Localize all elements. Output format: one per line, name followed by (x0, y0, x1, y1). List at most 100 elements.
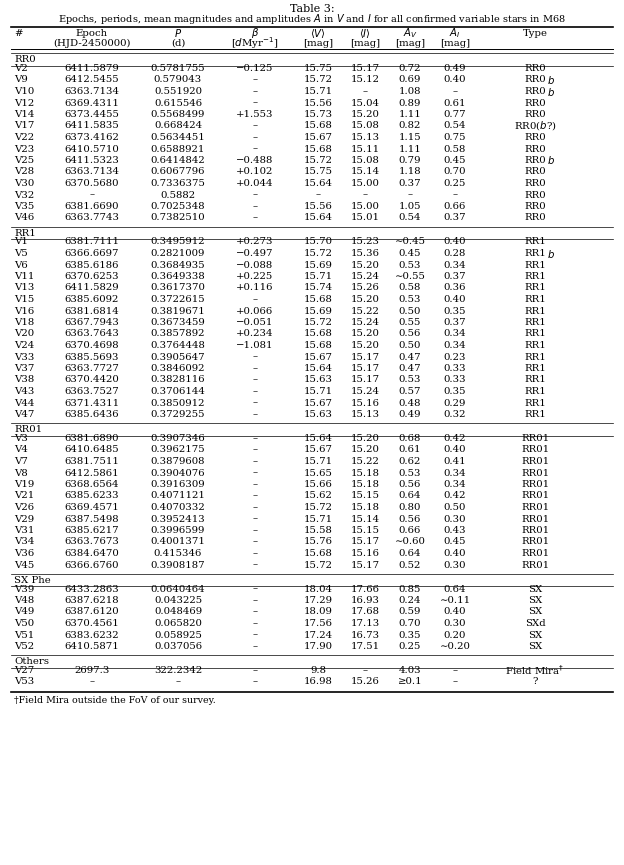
Text: 0.3706144: 0.3706144 (150, 387, 205, 396)
Text: 15.00: 15.00 (351, 202, 379, 211)
Text: −0.497: −0.497 (236, 249, 274, 258)
Text: 0.0640464: 0.0640464 (150, 585, 205, 593)
Text: 15.20: 15.20 (351, 445, 379, 454)
Text: V53: V53 (14, 677, 34, 687)
Text: RR01: RR01 (521, 457, 549, 466)
Text: 0.3722615: 0.3722615 (150, 295, 205, 304)
Text: SX Phe: SX Phe (14, 576, 51, 585)
Text: 0.058925: 0.058925 (154, 631, 202, 639)
Text: –: – (253, 121, 258, 131)
Text: V26: V26 (14, 503, 34, 512)
Text: –: – (253, 491, 258, 501)
Text: 0.53: 0.53 (399, 295, 421, 304)
Text: 17.56: 17.56 (303, 619, 333, 628)
Text: V1: V1 (14, 238, 28, 247)
Text: 0.5882: 0.5882 (160, 190, 195, 200)
Text: –: – (253, 144, 258, 153)
Text: –: – (253, 666, 258, 675)
Text: 18.09: 18.09 (303, 607, 333, 617)
Text: +1.553: +1.553 (236, 110, 274, 119)
Text: 2697.3: 2697.3 (74, 666, 110, 675)
Text: 0.54: 0.54 (444, 121, 466, 131)
Text: –: – (253, 596, 258, 605)
Text: 0.3857892: 0.3857892 (151, 330, 205, 338)
Text: 0.42: 0.42 (444, 491, 466, 501)
Text: 0.3952413: 0.3952413 (150, 515, 205, 523)
Text: RR1: RR1 (524, 330, 546, 338)
Text: V38: V38 (14, 375, 34, 385)
Text: 6363.7743: 6363.7743 (64, 214, 120, 222)
Text: RR0: RR0 (524, 190, 546, 200)
Text: 15.66: 15.66 (303, 480, 333, 489)
Text: 15.24: 15.24 (351, 318, 379, 327)
Text: 0.55: 0.55 (399, 318, 421, 327)
Text: RR0: RR0 (524, 87, 546, 96)
Text: 0.6588921: 0.6588921 (151, 144, 205, 153)
Text: 0.40: 0.40 (444, 445, 466, 454)
Text: 0.68: 0.68 (399, 434, 421, 443)
Text: 6367.7943: 6367.7943 (64, 318, 119, 327)
Text: V35: V35 (14, 202, 34, 211)
Text: [mag]: [mag] (395, 39, 425, 48)
Text: 0.37: 0.37 (444, 214, 466, 222)
Text: 0.59: 0.59 (399, 607, 421, 617)
Text: RR1: RR1 (524, 410, 546, 419)
Text: 15.24: 15.24 (351, 272, 379, 281)
Text: 0.35: 0.35 (444, 306, 466, 316)
Text: 0.3729255: 0.3729255 (151, 410, 205, 419)
Text: ∼0.20: ∼0.20 (439, 642, 470, 651)
Text: 0.56: 0.56 (399, 515, 421, 523)
Text: ∼0.60: ∼0.60 (394, 537, 426, 547)
Text: 0.64: 0.64 (444, 585, 466, 593)
Text: 0.56: 0.56 (399, 480, 421, 489)
Text: RR1: RR1 (524, 272, 546, 281)
Text: V31: V31 (14, 526, 34, 535)
Text: 15.64: 15.64 (303, 214, 333, 222)
Text: $P$: $P$ (174, 27, 182, 39)
Text: 0.3879608: 0.3879608 (151, 457, 205, 466)
Text: V9: V9 (14, 75, 27, 85)
Text: 0.64: 0.64 (399, 549, 421, 558)
Text: 0.66: 0.66 (444, 202, 466, 211)
Text: –: – (253, 515, 258, 523)
Text: V2: V2 (14, 64, 27, 73)
Text: RR01: RR01 (521, 503, 549, 512)
Text: 6363.7134: 6363.7134 (64, 87, 120, 96)
Text: 0.70: 0.70 (399, 619, 421, 628)
Text: 0.25: 0.25 (399, 642, 421, 651)
Text: 0.43: 0.43 (444, 526, 466, 535)
Text: 6363.7727: 6363.7727 (64, 364, 119, 373)
Text: 0.7025348: 0.7025348 (150, 202, 205, 211)
Text: [$d$Myr$^{-1}$]: [$d$Myr$^{-1}$] (232, 35, 279, 51)
Text: –: – (253, 480, 258, 489)
Text: 0.49: 0.49 (444, 64, 466, 73)
Text: –: – (253, 190, 258, 200)
Text: 0.30: 0.30 (444, 515, 466, 523)
Text: SX: SX (528, 631, 542, 639)
Text: V10: V10 (14, 87, 34, 96)
Text: 0.58: 0.58 (399, 284, 421, 292)
Text: 15.17: 15.17 (351, 64, 379, 73)
Text: RR01: RR01 (521, 561, 549, 569)
Text: 1.11: 1.11 (399, 144, 421, 153)
Text: V15: V15 (14, 295, 34, 304)
Text: V39: V39 (14, 585, 34, 593)
Text: RR0: RR0 (524, 214, 546, 222)
Text: 15.00: 15.00 (351, 179, 379, 188)
Text: V17: V17 (14, 121, 34, 131)
Text: +0.273: +0.273 (236, 238, 274, 247)
Text: 6381.7511: 6381.7511 (64, 457, 119, 466)
Text: 0.54: 0.54 (399, 214, 421, 222)
Text: 15.69: 15.69 (303, 306, 333, 316)
Text: RR1: RR1 (524, 260, 546, 270)
Text: 0.3904076: 0.3904076 (150, 469, 205, 477)
Text: 0.32: 0.32 (444, 410, 466, 419)
Text: –: – (253, 642, 258, 651)
Text: 0.33: 0.33 (444, 364, 466, 373)
Text: RR1: RR1 (524, 399, 546, 407)
Text: 15.17: 15.17 (351, 561, 379, 569)
Text: 0.40: 0.40 (444, 295, 466, 304)
Text: 6381.7111: 6381.7111 (64, 238, 120, 247)
Text: –: – (253, 631, 258, 639)
Text: 0.34: 0.34 (444, 330, 466, 338)
